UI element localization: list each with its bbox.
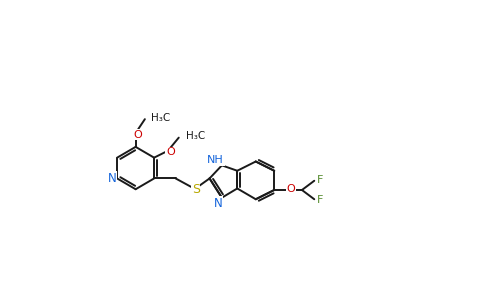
Text: H₃C: H₃C	[151, 112, 170, 123]
Text: N: N	[107, 172, 116, 185]
Text: N: N	[213, 196, 222, 210]
Text: S: S	[192, 183, 200, 196]
Text: NH: NH	[207, 155, 224, 165]
Text: F: F	[317, 195, 324, 205]
Text: F: F	[317, 175, 324, 185]
Text: H₃C: H₃C	[186, 131, 206, 141]
Text: O: O	[287, 184, 296, 194]
Text: O: O	[134, 130, 142, 140]
Text: O: O	[166, 147, 175, 157]
